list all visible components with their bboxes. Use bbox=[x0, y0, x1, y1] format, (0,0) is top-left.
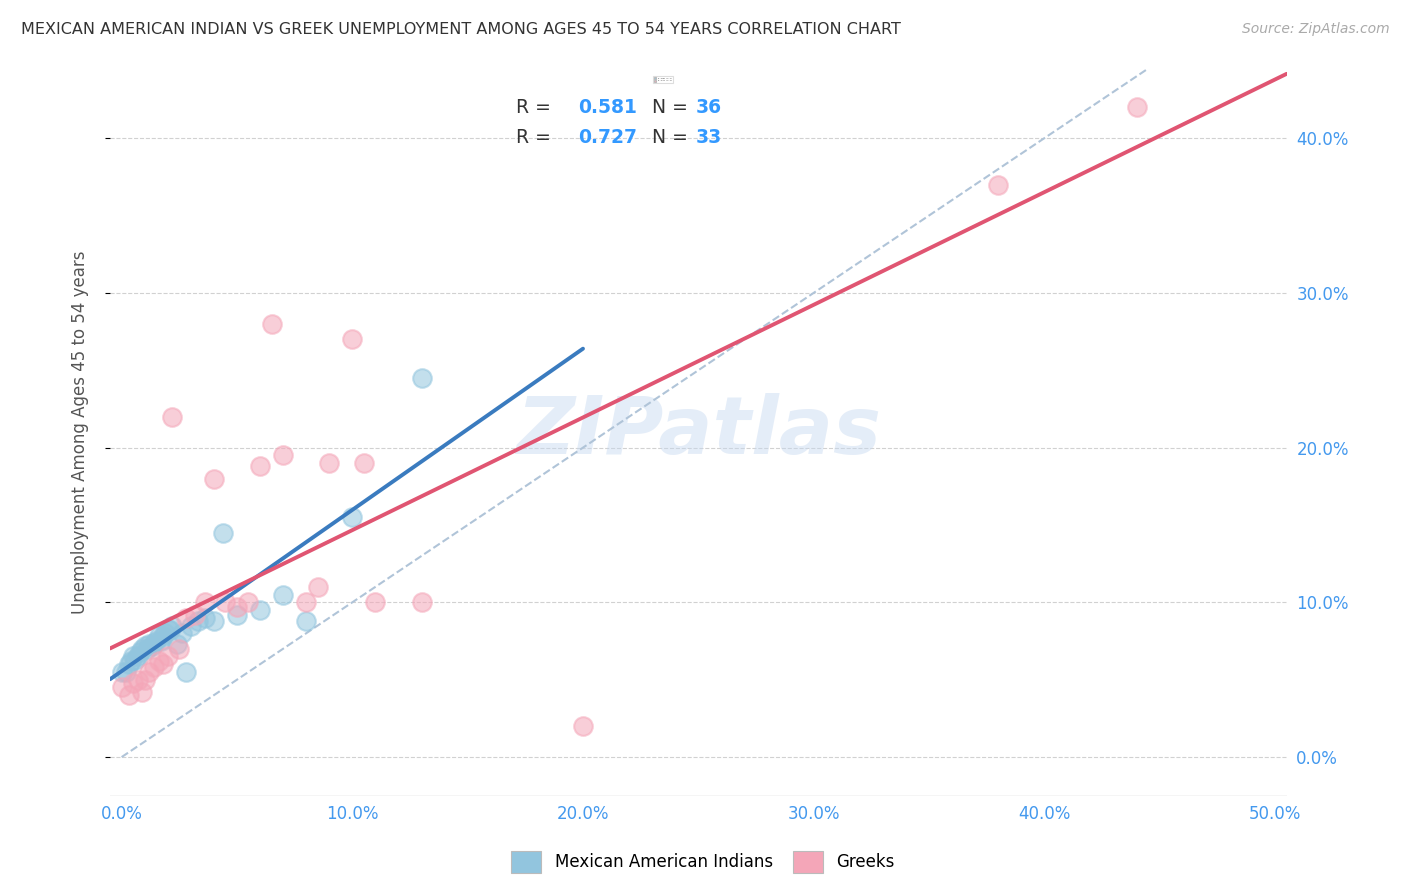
Y-axis label: Unemployment Among Ages 45 to 54 years: Unemployment Among Ages 45 to 54 years bbox=[72, 251, 89, 614]
Point bbox=[129, 645, 152, 659]
Legend: Mexican American Indians, Greeks: Mexican American Indians, Greeks bbox=[505, 845, 901, 880]
Point bbox=[122, 675, 145, 690]
Point bbox=[169, 641, 191, 656]
Point bbox=[411, 595, 433, 609]
Point bbox=[271, 448, 294, 462]
Point bbox=[342, 510, 364, 524]
Point bbox=[353, 456, 375, 470]
Point bbox=[117, 688, 139, 702]
Point bbox=[318, 456, 340, 470]
Text: MEXICAN AMERICAN INDIAN VS GREEK UNEMPLOYMENT AMONG AGES 45 TO 54 YEARS CORRELAT: MEXICAN AMERICAN INDIAN VS GREEK UNEMPLO… bbox=[21, 22, 901, 37]
Point bbox=[134, 673, 156, 687]
Point bbox=[145, 634, 167, 648]
Point bbox=[226, 599, 249, 614]
Point bbox=[249, 459, 271, 474]
Point bbox=[174, 665, 197, 679]
Point bbox=[238, 595, 260, 609]
Point bbox=[149, 634, 172, 648]
Point bbox=[136, 641, 159, 656]
Point bbox=[411, 371, 433, 385]
Point bbox=[110, 665, 132, 679]
Point bbox=[115, 665, 138, 679]
Point bbox=[142, 660, 165, 674]
Text: R =: R = bbox=[516, 128, 557, 147]
Text: 33: 33 bbox=[696, 128, 723, 147]
Text: N =: N = bbox=[640, 128, 693, 147]
Point bbox=[152, 657, 174, 672]
Point bbox=[131, 641, 153, 656]
Point bbox=[138, 665, 160, 679]
Point bbox=[342, 332, 364, 346]
Legend:   R = 0.581   N = 36,   R = 0.727   N = 33: R = 0.581 N = 36, R = 0.727 N = 33 bbox=[654, 77, 673, 83]
Point bbox=[180, 618, 202, 632]
Point bbox=[148, 654, 170, 668]
Point bbox=[152, 629, 174, 643]
Point bbox=[162, 618, 184, 632]
Point bbox=[214, 595, 236, 609]
Point bbox=[141, 639, 163, 653]
Point bbox=[194, 595, 217, 609]
Point bbox=[120, 654, 142, 668]
Point bbox=[156, 649, 179, 664]
Point bbox=[131, 685, 153, 699]
Point bbox=[117, 657, 139, 672]
Point bbox=[148, 629, 170, 643]
Point bbox=[364, 595, 387, 609]
Text: N =: N = bbox=[640, 98, 693, 117]
Point bbox=[226, 607, 249, 622]
Text: ZIPatlas: ZIPatlas bbox=[516, 393, 880, 471]
Point bbox=[127, 673, 149, 687]
Point bbox=[124, 652, 146, 666]
Point bbox=[194, 611, 217, 625]
Point bbox=[142, 635, 165, 649]
Text: R =: R = bbox=[516, 98, 557, 117]
Point bbox=[202, 472, 225, 486]
Point bbox=[572, 719, 595, 733]
Point bbox=[134, 639, 156, 653]
Point bbox=[307, 580, 329, 594]
Text: 36: 36 bbox=[696, 98, 723, 117]
Point bbox=[155, 626, 177, 640]
Point bbox=[162, 409, 184, 424]
Point bbox=[170, 626, 193, 640]
Point bbox=[202, 614, 225, 628]
Point bbox=[159, 623, 181, 637]
Point bbox=[260, 317, 283, 331]
Point bbox=[156, 622, 179, 636]
Point bbox=[110, 681, 132, 695]
Point bbox=[1125, 100, 1147, 114]
Point bbox=[295, 595, 318, 609]
Point bbox=[295, 614, 318, 628]
Text: Source: ZipAtlas.com: Source: ZipAtlas.com bbox=[1241, 22, 1389, 37]
Point bbox=[174, 611, 197, 625]
Point bbox=[187, 614, 209, 628]
Point bbox=[987, 178, 1010, 192]
Text: 0.581: 0.581 bbox=[578, 98, 637, 117]
Point bbox=[138, 637, 160, 651]
Point bbox=[166, 637, 188, 651]
Point bbox=[212, 525, 235, 540]
Point bbox=[184, 607, 207, 622]
Text: 0.727: 0.727 bbox=[578, 128, 637, 147]
Point bbox=[249, 603, 271, 617]
Point bbox=[122, 649, 145, 664]
Point bbox=[127, 649, 149, 664]
Point bbox=[271, 588, 294, 602]
